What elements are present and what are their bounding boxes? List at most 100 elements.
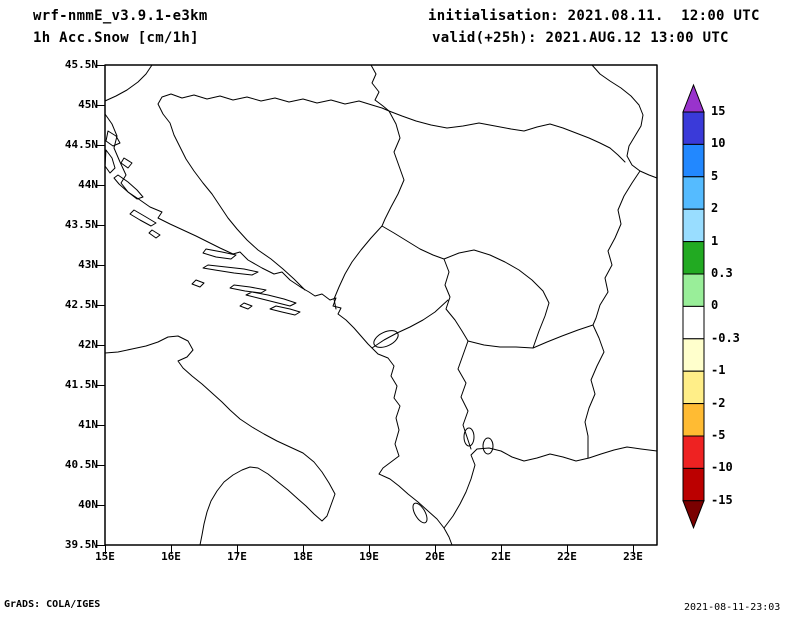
lon-tick-label: 15E	[95, 550, 115, 563]
lon-tick-label: 19E	[359, 550, 379, 563]
lat-tick-label: 44.5N	[64, 138, 98, 151]
lat-tick-label: 44N	[78, 178, 98, 191]
colorbar-tick-label: 5	[711, 168, 719, 183]
colorbar-segment	[682, 403, 705, 437]
border-serbia-bulgaria	[592, 170, 641, 326]
coastline-adriatic-east	[104, 113, 453, 546]
border-bosnia-montenegro	[333, 225, 383, 310]
lat-tick-label: 42.5N	[64, 298, 98, 311]
field-title-label: 1h Acc.Snow [cm/1h]	[33, 30, 199, 46]
colorbar-tick-label: 1	[711, 233, 719, 248]
lat-tick-mark	[96, 265, 105, 266]
border-albania-macedonia	[457, 340, 472, 450]
lat-tick-label: 41N	[78, 418, 98, 431]
border-croatia-serbia	[370, 64, 390, 112]
lon-tick-mark	[171, 545, 172, 554]
colorbar-segment	[682, 176, 705, 210]
colorbar-segment	[682, 435, 705, 469]
lon-tick-label: 17E	[227, 550, 247, 563]
lon-tick-label: 20E	[425, 550, 445, 563]
lon-tick-mark	[237, 545, 238, 554]
border-macedonia-bulgaria	[584, 324, 605, 459]
lon-tick-label: 23E	[623, 550, 643, 563]
lon-tick-label: 18E	[293, 550, 313, 563]
lat-tick-label: 43N	[78, 258, 98, 271]
lat-tick-mark	[96, 345, 105, 346]
lon-tick-mark	[105, 545, 106, 554]
lat-tick-mark	[96, 145, 105, 146]
border-montenegro-albania	[371, 299, 449, 349]
border-bosnia-serbia	[381, 110, 405, 227]
lon-tick-mark	[501, 545, 502, 554]
colorbar-segment	[682, 305, 705, 340]
colorbar-tick-label: 2	[711, 201, 719, 216]
lat-tick-label: 40N	[78, 498, 98, 511]
init-time-label: initialisation: 2021.08.11. 12:00 UTC	[428, 8, 760, 24]
colorbar-tick-label: -5	[711, 428, 726, 442]
lake-ohrid	[463, 427, 475, 447]
coastline-italy	[104, 335, 336, 546]
grads-credit-label: GrADS: COLA/IGES	[4, 599, 101, 610]
lat-tick-mark	[96, 225, 105, 226]
lon-tick-label: 21E	[491, 550, 511, 563]
valid-time-label: valid(+25h): 2021.AUG.12 13:00 UTC	[432, 30, 729, 46]
colorbar-tick-label: 10	[711, 136, 726, 151]
colorbar-segment	[682, 370, 705, 405]
lat-tick-mark	[96, 305, 105, 306]
colorbar-segment	[682, 338, 705, 372]
coastline-kvarner	[104, 64, 153, 102]
lon-tick-label: 22E	[557, 550, 577, 563]
border-kosovo-serbia	[443, 249, 550, 349]
lake-prespa	[482, 437, 494, 455]
border-montenegro-serbia	[381, 225, 445, 260]
colorbar-tick-label: -15	[711, 492, 733, 507]
colorbar-tick-label: -0.3	[711, 330, 740, 345]
colorbar-segment	[682, 241, 705, 275]
border-croatia-bosnia	[157, 93, 390, 291]
border-serbia-romania	[591, 64, 658, 179]
border-serbia-macedonia	[532, 324, 594, 349]
colorbar-tick-label: 0	[711, 298, 719, 313]
lat-tick-label: 42N	[78, 338, 98, 351]
lat-tick-mark	[96, 65, 105, 66]
colorbar-tick-label: -10	[711, 460, 733, 475]
lat-tick-mark	[96, 425, 105, 426]
lat-tick-mark	[96, 465, 105, 466]
colorbar-tick-label: -2	[711, 395, 726, 410]
lat-tick-label: 45.5N	[64, 58, 98, 71]
colorbar-arrow	[682, 500, 705, 530]
lon-tick-mark	[435, 545, 436, 554]
dalmatian-islands-path	[104, 130, 301, 316]
border-kosovo-west	[443, 258, 469, 342]
plot-frame	[104, 64, 658, 546]
colorbar-tick-label: -1	[711, 363, 726, 378]
colorbar-tick-label: 0.3	[711, 266, 733, 280]
lat-tick-label: 41.5N	[64, 378, 98, 391]
lon-tick-mark	[303, 545, 304, 554]
lake-scutari	[373, 330, 399, 348]
lat-tick-label: 39.5N	[64, 538, 98, 551]
colorbar-segment	[682, 467, 705, 502]
model-version-label: wrf-nmmE_v3.9.1-e3km	[33, 8, 208, 24]
lat-tick-mark	[96, 185, 105, 186]
lat-tick-label: 45N	[78, 98, 98, 111]
lon-tick-mark	[567, 545, 568, 554]
lon-tick-label: 16E	[161, 550, 181, 563]
lat-tick-mark	[96, 385, 105, 386]
colorbar-segment	[682, 208, 705, 243]
colorbar-tick-label: 15	[711, 104, 726, 118]
lat-tick-mark	[96, 105, 105, 106]
lat-tick-mark	[96, 505, 105, 506]
colorbar-segment	[682, 143, 705, 178]
colorbar-arrow	[682, 83, 705, 113]
border-kosovo-macedonia	[467, 340, 534, 349]
lon-tick-mark	[633, 545, 634, 554]
lon-tick-mark	[369, 545, 370, 554]
danube-river	[388, 110, 626, 163]
border-greece-north	[443, 446, 658, 529]
colorbar-segment	[682, 111, 705, 145]
lat-tick-label: 40.5N	[64, 458, 98, 471]
